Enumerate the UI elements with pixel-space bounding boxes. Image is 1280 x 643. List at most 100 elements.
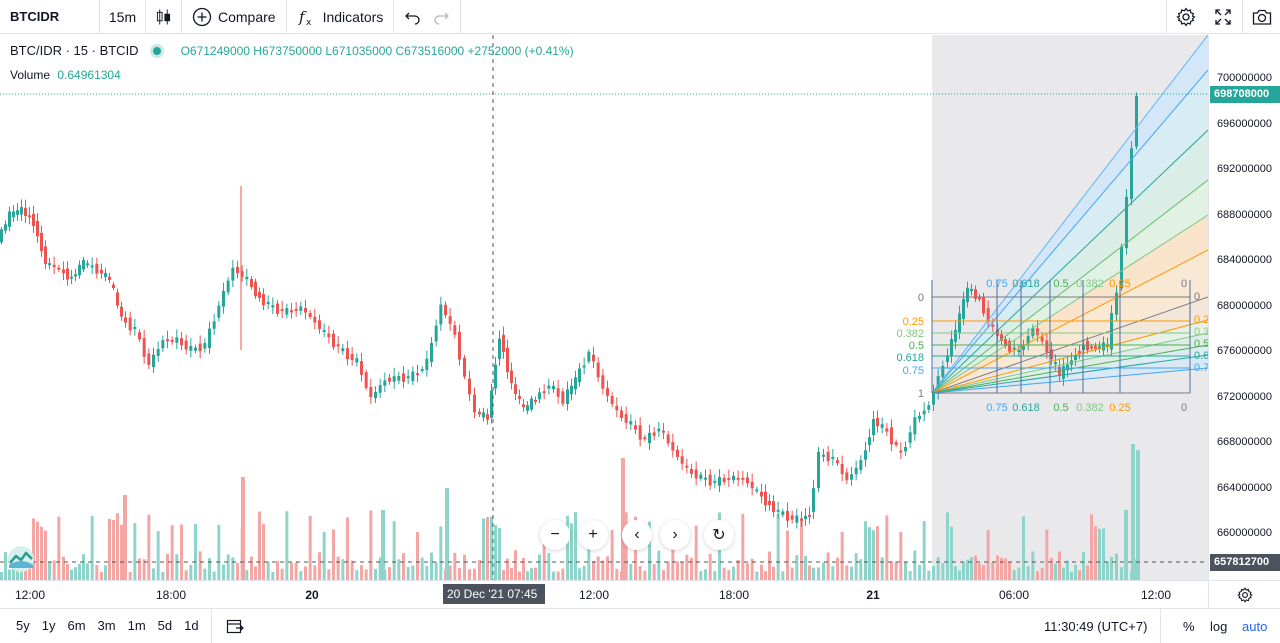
candle-body [922,410,926,415]
legend-title[interactable]: BTC/IDR · 15 · BTCID [10,43,139,58]
candle-body [116,292,119,306]
volume-bar [699,571,703,580]
candle-body [552,385,555,390]
fib-top-label: 0.25 [1109,278,1130,290]
goto-date-button[interactable] [212,609,258,643]
zoom-in-button[interactable]: + [578,520,608,550]
candle-body [506,347,509,373]
candle-body [280,309,284,312]
price-tick-label: 660000000 [1216,527,1272,539]
timezone-clock[interactable]: 11:30:49 (UTC+7) [1044,609,1147,643]
zoom-out-button[interactable]: − [540,520,570,550]
candle-body [364,372,368,388]
range-5d[interactable]: 5d [157,618,173,633]
candle-body [629,421,633,425]
range-6m[interactable]: 6m [67,618,86,633]
volume-bar [411,565,415,580]
volume-bar [629,563,633,580]
volume-bar [381,510,385,580]
volume-bar [845,565,849,580]
volume-bar [104,565,107,580]
volume-bar [966,559,969,580]
volume-bar [74,567,77,580]
fib-right-label: 0.618 [1194,350,1208,362]
candles-icon [156,9,171,24]
volume-bar [217,524,221,580]
price-scale[interactable]: 700000000 696000000 692000000 688000000 6840… [1208,35,1280,580]
candle-body [556,388,560,397]
price-tick-label: 700000000 [1216,72,1272,84]
candle-body [954,329,957,342]
auto-toggle[interactable]: auto [1242,609,1267,643]
percent-toggle[interactable]: % [1160,609,1195,643]
range-1y[interactable]: 1y [41,618,56,633]
undo-button[interactable] [394,0,432,34]
fib-bottom-label: 0 [1181,402,1187,414]
screenshot-button[interactable] [1242,0,1280,34]
fullscreen-button[interactable] [1204,0,1242,34]
volume-bar [40,526,43,580]
scroll-left-button[interactable]: ‹ [622,520,652,550]
volume-bar [254,566,257,580]
volume-bar [970,556,973,580]
candle-body [946,356,949,362]
candle-body [313,316,317,323]
volume-bar [458,567,461,580]
candle-body [104,272,107,278]
candle-body [112,284,115,289]
range-1m[interactable]: 1m [127,618,146,633]
volume-label[interactable]: Volume [10,68,51,82]
candle-body [189,345,193,351]
volume-bar [538,554,541,580]
range-1d[interactable]: 1d [184,618,199,633]
candle-body [290,310,293,313]
candle-body [448,316,452,324]
time-tick-label: 06:00 [998,588,1030,602]
candle-body [680,456,684,464]
volume-bar [876,526,879,580]
symbol-search-button[interactable]: BTCIDR [0,0,100,34]
redo-button[interactable] [432,0,462,34]
candle-body [226,280,230,293]
reset-chart-button[interactable]: ↻ [704,520,734,550]
volume-bar [290,562,293,580]
volume-bar [610,530,614,580]
compare-button[interactable]: Compare [182,0,287,34]
volume-bar [62,556,65,580]
tradingview-logo[interactable] [5,545,37,573]
time-scale[interactable]: 12:00 06:00 21 18:00 12:00 20 18:00 12:00 20 De… [0,580,1208,608]
range-3m[interactable]: 3m [97,618,116,633]
candle-body [913,417,917,435]
scroll-right-button[interactable]: › [660,520,690,550]
time-tick-label: 18:00 [718,588,750,602]
chart-type-button[interactable] [146,0,182,34]
candle-body [890,427,893,445]
settings-button[interactable] [1166,0,1204,34]
log-toggle[interactable]: log [1210,609,1227,643]
candle-body [904,447,907,452]
candle-body [250,279,253,287]
candle-body [170,339,174,342]
candle-body [868,437,871,445]
volume-bar [1078,570,1081,580]
volume-bar [941,563,945,580]
candle-body [20,207,23,215]
fib-fan-drawing[interactable] [932,35,1208,580]
candle-body [434,325,438,342]
price-chart[interactable]: 00.250.3820.50.6180.7510.750.750.6180.61… [0,35,1208,580]
fib-level-label: 0.75 [903,365,924,377]
candle-body [90,265,94,268]
timeframe-button[interactable]: 15m [100,0,146,34]
volume-bar [369,510,373,580]
chart-pane[interactable]: 0 0.25 0.382 0.5 0.618 0.75 1 0.75 0.75 0.618 0.61… [0,35,1208,580]
scale-settings-button[interactable] [1208,580,1280,608]
volume-bar [776,514,780,580]
volume-bar [1082,551,1085,580]
fib-fan-ray [931,354,1208,394]
range-5y[interactable]: 5y [16,618,30,633]
volume-bar [189,564,193,580]
candlestick-series [0,92,1138,529]
auto-label: auto [1242,618,1268,634]
